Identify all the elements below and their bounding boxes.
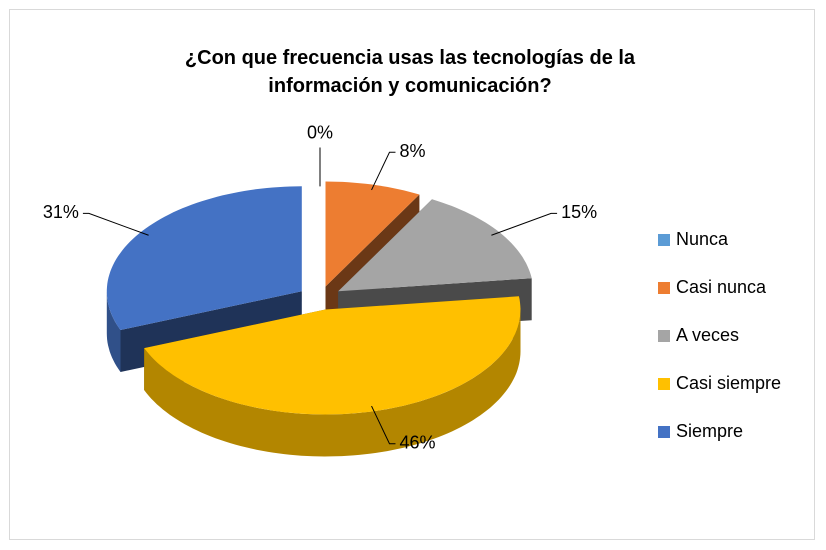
legend-swatch [658,282,670,294]
data-label: 31% [43,202,79,222]
legend-label: Casi nunca [676,277,767,297]
legend-label: Casi siempre [676,373,781,393]
leader-line [82,212,149,236]
data-label: 8% [399,141,425,161]
slice [106,186,302,330]
slice-side [144,309,521,457]
data-label: 0% [307,122,333,142]
slice [325,181,420,287]
slice-side [106,291,121,372]
legend-swatch [658,330,670,342]
legend-swatch [658,378,670,390]
legend-swatch [658,234,670,246]
legend-swatch [658,426,670,438]
legend-label: Siempre [676,421,743,441]
leader-line [491,212,558,236]
legend-label: A veces [676,325,739,345]
chart-title: ¿Con que frecuencia usas las tecnologías… [184,47,636,97]
leader-line [371,151,396,191]
data-label: 46% [399,432,435,452]
data-label: 15% [561,202,597,222]
slice [144,296,521,415]
slice [338,199,532,292]
leader-line [371,405,396,445]
legend-label: Nunca [676,229,729,249]
